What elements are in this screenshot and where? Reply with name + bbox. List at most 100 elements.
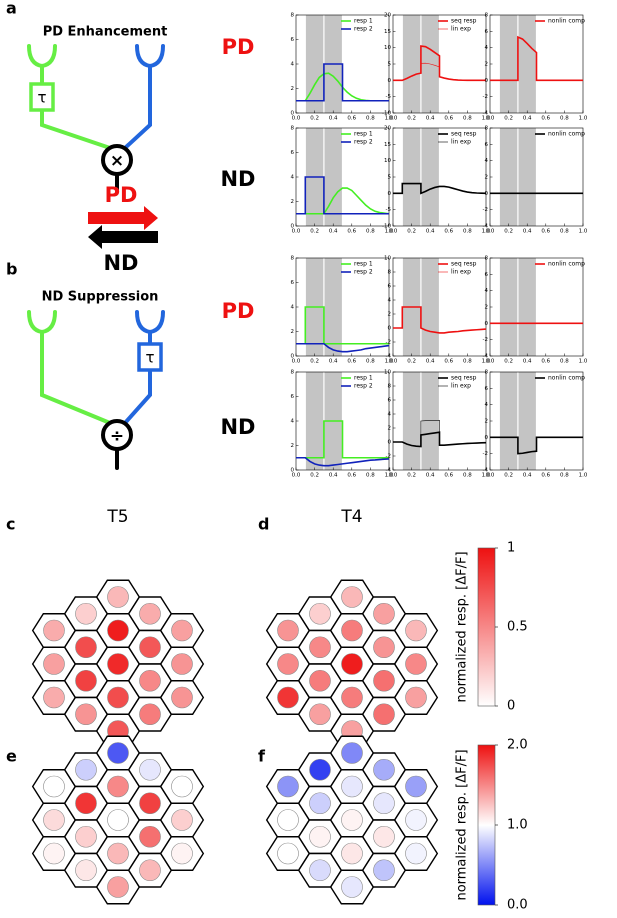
arrow-label: PD bbox=[105, 183, 138, 207]
x-tick-label: 0.2 bbox=[310, 473, 319, 479]
y-tick-label: -4 bbox=[483, 354, 489, 360]
trace-line bbox=[296, 456, 390, 467]
y-tick-label: 8 bbox=[291, 370, 295, 376]
x-tick-label: 0.4 bbox=[329, 359, 338, 365]
plot-frame bbox=[392, 257, 487, 357]
x-tick-label: 0.4 bbox=[523, 359, 532, 365]
x-tick-label: 1.0 bbox=[482, 359, 491, 365]
x-tick-label: 0.6 bbox=[541, 229, 550, 235]
cell-response bbox=[139, 859, 161, 882]
y-tick-label: 4 bbox=[291, 62, 295, 68]
x-tick-label: 0.2 bbox=[407, 473, 416, 479]
cell-response bbox=[405, 809, 427, 831]
y-tick-label: -4 bbox=[483, 224, 489, 230]
arrow-label: ND bbox=[103, 251, 138, 275]
colorbar bbox=[477, 547, 496, 707]
x-tick-label: 0.2 bbox=[504, 359, 513, 365]
colorbar-tick-label: 1 bbox=[507, 541, 515, 556]
legend-label: resp 2 bbox=[354, 26, 373, 33]
legend-label: nonlin comp bbox=[548, 375, 585, 382]
x-tick-label: 0.0 bbox=[389, 229, 398, 235]
y-tick-label: 8 bbox=[485, 13, 489, 19]
x-tick-label: 0.4 bbox=[523, 229, 532, 235]
y-tick-label: -5 bbox=[386, 94, 392, 100]
cell-response bbox=[277, 809, 299, 831]
circuit-a bbox=[27, 44, 165, 192]
cell-response bbox=[43, 809, 65, 831]
panel-label: b bbox=[6, 260, 17, 279]
legend-label: resp 1 bbox=[354, 131, 373, 138]
stimulus-shading bbox=[305, 15, 324, 113]
cell-response bbox=[373, 602, 395, 625]
cell-response bbox=[75, 825, 97, 848]
y-tick-label: 4 bbox=[485, 158, 489, 164]
cell-response bbox=[373, 758, 395, 781]
cell-response bbox=[309, 825, 331, 848]
y-tick-label: -2 bbox=[386, 340, 391, 346]
cell-response bbox=[341, 842, 363, 865]
x-tick-label: 0.0 bbox=[389, 116, 398, 122]
x-tick-label: 0.0 bbox=[292, 229, 301, 235]
y-tick-label: 0 bbox=[291, 468, 295, 474]
x-tick-label: 0.4 bbox=[426, 359, 435, 365]
y-tick-label: 0 bbox=[485, 191, 489, 197]
trace-line bbox=[393, 183, 487, 194]
y-tick-label: 10 bbox=[384, 370, 391, 376]
y-tick-label: 2 bbox=[388, 312, 392, 318]
trace-line bbox=[296, 306, 389, 345]
x-tick-label: 0.4 bbox=[426, 116, 435, 122]
cell-response bbox=[277, 775, 299, 798]
y-tick-label: 6 bbox=[388, 398, 392, 404]
cell-response bbox=[309, 792, 331, 815]
y-tick-label: 2 bbox=[388, 426, 392, 432]
x-tick-label: 0.8 bbox=[560, 359, 569, 365]
cell-response bbox=[341, 809, 363, 831]
y-tick-label: 2 bbox=[291, 443, 295, 449]
x-tick-label: 0.8 bbox=[463, 473, 472, 479]
x-tick-label: 0.4 bbox=[523, 116, 532, 122]
cell-response bbox=[171, 653, 193, 675]
x-tick-label: 0.6 bbox=[347, 229, 356, 235]
y-tick-label: 6 bbox=[291, 150, 295, 156]
cell-response bbox=[43, 686, 65, 709]
cell-response bbox=[139, 758, 161, 781]
x-tick-label: 0.6 bbox=[541, 116, 550, 122]
y-tick-label: -10 bbox=[382, 111, 391, 117]
colorbar-tick-label: 2.0 bbox=[507, 738, 528, 753]
x-tick-label: 0.4 bbox=[426, 473, 435, 479]
y-tick-label: 8 bbox=[485, 126, 489, 132]
stimulus-shading bbox=[402, 15, 421, 113]
x-tick-label: 0.2 bbox=[407, 229, 416, 235]
map-title: T4 bbox=[340, 507, 362, 527]
cell-response bbox=[277, 842, 299, 865]
y-tick-label: -2 bbox=[483, 337, 488, 343]
x-tick-label: 1.0 bbox=[385, 359, 394, 365]
y-tick-label: 8 bbox=[388, 384, 392, 390]
row-label: PD bbox=[222, 299, 255, 323]
cell-response bbox=[309, 602, 331, 625]
legend-label: resp 1 bbox=[354, 261, 373, 268]
cell-response bbox=[139, 636, 161, 659]
cell-response bbox=[107, 876, 129, 898]
circuit-title: ND Suppression bbox=[42, 290, 159, 305]
x-tick-label: 0.4 bbox=[329, 116, 338, 122]
stimulus-shading bbox=[499, 372, 518, 470]
cell-response bbox=[341, 653, 363, 675]
x-tick-label: 1.0 bbox=[482, 229, 491, 235]
y-tick-label: 8 bbox=[485, 256, 489, 262]
x-tick-label: 0.6 bbox=[347, 359, 356, 365]
cell-response bbox=[309, 636, 331, 659]
cell-response bbox=[373, 792, 395, 815]
legend-label: seq resp bbox=[451, 261, 477, 268]
y-tick-label: 4 bbox=[388, 298, 392, 304]
y-tick-label: -5 bbox=[386, 207, 392, 213]
x-tick-label: 0.8 bbox=[366, 116, 375, 122]
x-tick-label: 0.0 bbox=[486, 473, 495, 479]
row-label: ND bbox=[220, 167, 255, 191]
y-tick-label: 4 bbox=[485, 45, 489, 51]
y-tick-label: -2 bbox=[483, 207, 488, 213]
y-tick-label: 0 bbox=[388, 78, 392, 84]
cell-response bbox=[139, 703, 161, 726]
y-tick-label: 0 bbox=[291, 354, 295, 360]
